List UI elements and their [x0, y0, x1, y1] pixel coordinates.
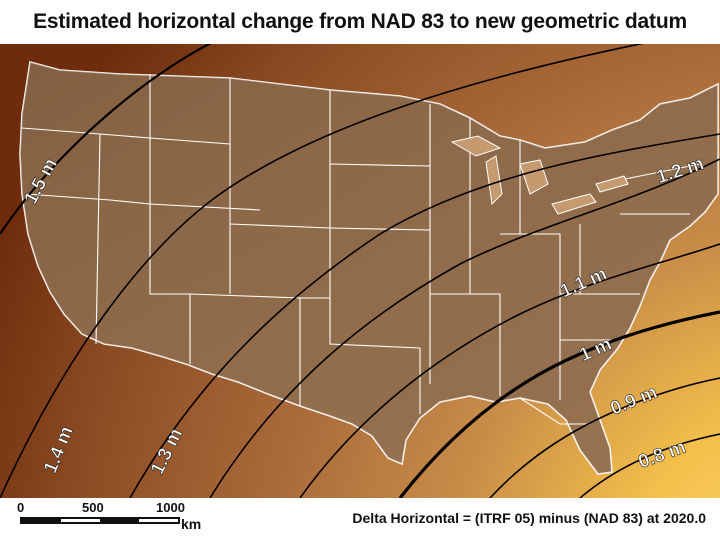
contour-line-1-4m	[0, 44, 644, 498]
map-title: Estimated horizontal change from NAD 83 …	[33, 10, 687, 33]
contour-line-1-3m	[129, 133, 720, 498]
datum-change-map: 1.5 m 1.4 m 1.3 m 1.2 m 1.1 m 1 m 0.9 m …	[0, 44, 720, 498]
great-lakes	[450, 135, 629, 215]
map-caption: Delta Horizontal = (ITRF 05) minus (NAD …	[352, 510, 706, 526]
contour-line-1-1m	[299, 243, 720, 498]
map-canvas: 1.5 m 1.4 m 1.3 m 1.2 m 1.1 m 1 m 0.9 m …	[0, 44, 720, 498]
contour-line-1m	[398, 310, 720, 498]
map-footer: 0 500 1000 km Delta Horizontal = (ITRF 0…	[0, 498, 720, 540]
contour-line-1-2m	[209, 158, 720, 498]
scale-bar	[20, 517, 180, 524]
scale-segment-3	[100, 519, 139, 522]
scale-tick-500: 500	[82, 500, 104, 515]
contour-line-1-5m	[0, 44, 212, 235]
contour-lines	[0, 44, 720, 498]
contour-line-0-9m	[489, 377, 720, 498]
scale-unit: km	[181, 516, 202, 532]
contour-line-0-8m	[579, 433, 720, 498]
scale-tick-1000: 1000	[156, 500, 185, 515]
scale-segment-1	[22, 519, 61, 522]
scale-tick-0: 0	[17, 500, 25, 515]
